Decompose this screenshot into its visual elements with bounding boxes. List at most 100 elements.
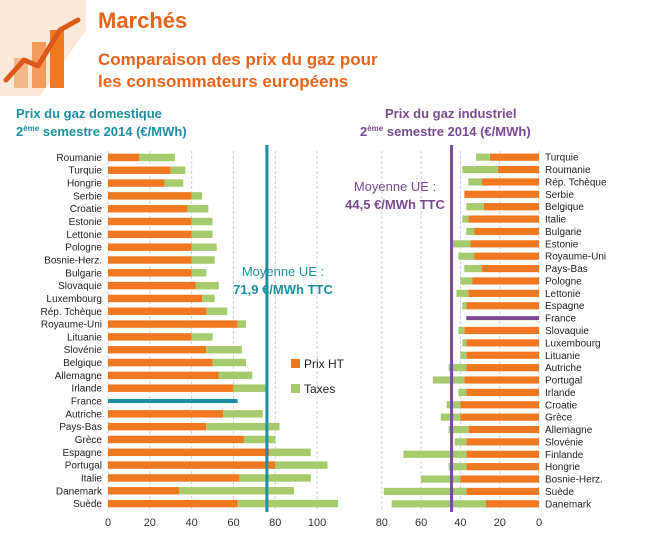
domestic-category-label: Italie [81,473,103,484]
legend-prix-ht-swatch [291,359,300,368]
domestic-bar-taxes [191,269,207,277]
domestic-bar-prix-ht [108,230,192,239]
industrial-bar-taxes [454,438,467,446]
industrial-bar-prix-ht [468,425,539,434]
domestic-bar-taxes [206,422,280,431]
domestic-bar-prix-ht [108,410,223,418]
industrial-bar-taxes [421,475,461,483]
industrial-bar-prix-ht [468,215,539,223]
domestic-x-tick-label: 20 [144,517,156,529]
industrial-bar-prix-ht [482,178,539,186]
domestic-bar-prix-ht [108,384,234,392]
domestic-category-label: Croatie [70,204,103,215]
domestic-category-label: Lituanie [67,332,102,343]
industrial-category-label: Danemark [545,499,592,510]
industrial-bar-prix-ht [472,277,539,285]
industrial-bar-taxes [466,227,475,236]
industrial-bar-prix-ht [464,376,539,384]
domestic-category-label: Grèce [75,435,103,446]
domestic-bar-prix-ht [108,448,269,457]
industrial-category-label: Lituanie [545,351,580,362]
domestic-x-tick-label: 100 [308,517,326,529]
industrial-mean-value: 44,5 €/MWh TTC [345,197,445,212]
domestic-category-label: Pologne [65,243,102,254]
domestic-category-label: Espagne [63,448,103,459]
industrial-category-label: Portugal [545,376,582,387]
domestic-bar-prix-ht [108,243,192,251]
industrial-x-tick-label: 40 [454,517,466,529]
industrial-bar-prix-ht [466,388,539,396]
industrial-bar-taxes [448,364,467,372]
domestic-bar-taxes [206,346,242,354]
industrial-category-label: Pologne [545,276,582,287]
industrial-category-label: Lettonie [545,289,581,300]
domestic-category-label: Luxembourg [46,294,102,305]
industrial-category-label: Estonie [545,239,579,250]
industrial-chart-subtitle: 2ème semestre 2014 (€/MWh) [360,124,531,139]
domestic-mean-value: 71,9 €/MWh TTC [233,282,333,297]
industrial-category-label: Grèce [545,413,573,424]
legend-prix-ht-label: Prix HT [304,357,345,371]
domestic-category-label: Belgique [63,358,102,369]
domestic-bar-prix-ht [108,307,207,315]
industrial-category-label: Rép. Tchèque [545,177,607,188]
domestic-bar-taxes [275,461,328,469]
industrial-bar-prix-ht [466,302,539,310]
domestic-category-label: Slovénie [64,345,103,356]
industrial-bar-prix-ht [482,265,539,273]
industrial-category-label: Luxembourg [545,338,601,349]
domestic-bar-prix-ht [108,358,213,367]
growth-chart-icon [0,0,86,96]
domestic-bar-prix-ht [108,371,219,380]
legend-taxes-label: Taxes [304,382,335,396]
industrial-bar-prix-ht [460,413,539,421]
industrial-bar-taxes [452,240,471,248]
industrial-bar-prix-ht [460,401,539,409]
industrial-mean-label: Moyenne UE : [354,179,436,194]
domestic-bar-prix-ht [108,333,192,341]
domestic-mean-label: Moyenne UE : [242,264,324,279]
industrial-bar-prix-ht [485,500,539,508]
domestic-category-label: Turquie [68,166,102,177]
domestic-category-label: Bosnie-Herz. [44,255,102,266]
industrial-bar-prix-ht [466,364,539,372]
domestic-bar-france [108,399,238,404]
domestic-bar-taxes [187,204,209,213]
industrial-category-label: Belgique [545,202,584,213]
industrial-category-label: Slovaquie [545,326,589,337]
domestic-category-label: Serbie [73,191,102,202]
industrial-category-label: Turquie [545,153,579,164]
industrial-bar-taxes [458,388,467,396]
domestic-bar-prix-ht [108,346,207,354]
industrial-bar-taxes [468,178,483,186]
industrial-bar-prix-ht [464,190,539,198]
domestic-category-label: Estonie [69,217,103,228]
industrial-category-label: Finlande [545,450,584,461]
industrial-x-tick-label: 80 [376,517,388,529]
industrial-category-label: Bosnie-Herz. [545,475,603,486]
industrial-category-label: Serbie [545,190,574,201]
industrial-bar-taxes [391,500,486,508]
industrial-bar-taxes [383,487,467,496]
domestic-x-tick-label: 80 [269,517,281,529]
domestic-chart: Prix du gaz domestique 2ème semestre 201… [16,106,345,529]
industrial-chart: Prix du gaz industriel 2ème semestre 201… [345,106,607,529]
industrial-bar-prix-ht [466,438,539,446]
domestic-category-label: Slovaquie [58,281,102,292]
industrial-bar-taxes [466,203,484,211]
domestic-bar-taxes [237,320,246,328]
domestic-bar-prix-ht [108,435,244,444]
industrial-bar-taxes [460,351,467,359]
industrial-bar-taxes [458,252,475,260]
industrial-bar-prix-ht [466,463,539,471]
industrial-bar-taxes [458,326,465,335]
domestic-bar-taxes [191,243,217,251]
industrial-bar-prix-ht [470,240,539,248]
industrial-category-label: Allemagne [545,425,593,436]
domestic-bar-prix-ht [108,192,192,200]
industrial-bar-prix-ht [474,227,539,236]
domestic-bar-taxes [269,448,311,457]
domestic-bar-prix-ht [108,294,203,303]
domestic-bar-taxes [243,435,276,444]
industrial-subtitle-text: semestre 2014 (€/MWh) [383,124,530,139]
